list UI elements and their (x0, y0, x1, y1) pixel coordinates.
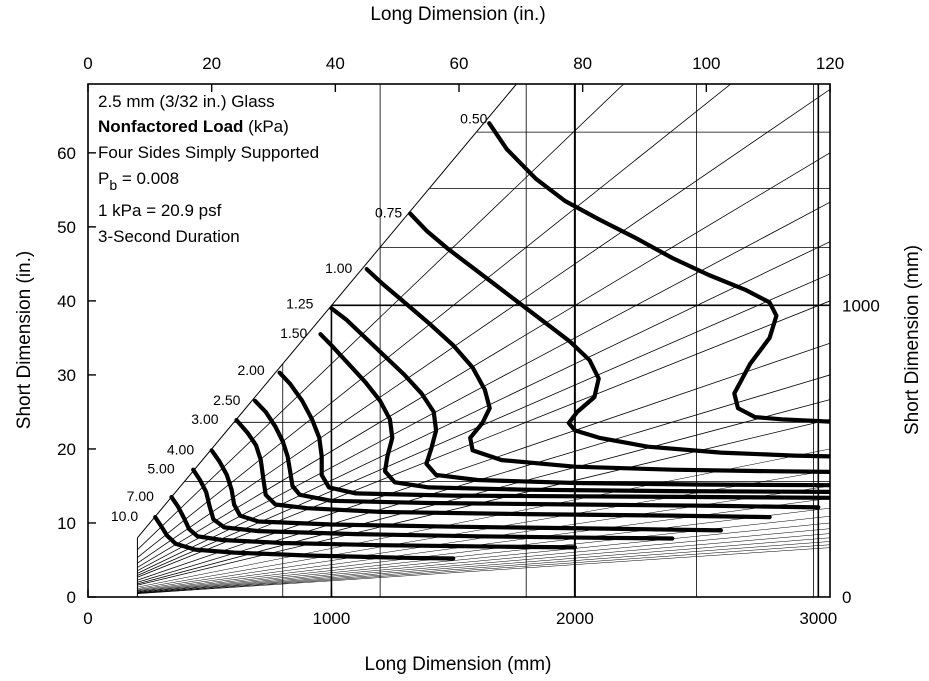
curve-label: 4.00 (167, 441, 194, 457)
annotation-pb-value: = 0.008 (117, 169, 179, 188)
curve-label: 10.0 (111, 508, 138, 524)
left-tick-label: 30 (57, 366, 76, 385)
annotation-load-unit: (kPa) (243, 117, 288, 136)
annotation-support: Four Sides Simply Supported (98, 143, 319, 162)
load-curve-10-0 (153, 515, 456, 561)
bottom-tick-label: 3000 (799, 609, 837, 628)
annotation-pb-sub: b (109, 177, 117, 193)
aspect-ray (137, 89, 830, 564)
axis-ticks: 0 1000 2000 3000 0 20 40 60 80 100 120 0 10 20 30 40 50 6… (57, 54, 880, 628)
load-curve-1-00 (364, 267, 830, 474)
load-curve-0-50 (487, 121, 830, 424)
right-tick-label: 1000 (842, 297, 880, 316)
aspect-ray-fine (137, 533, 830, 594)
aspect-ray-fine (137, 498, 830, 591)
load-curve-4-00 (209, 448, 723, 533)
aspect-ray-fine (137, 537, 830, 594)
top-tick-label: 60 (450, 54, 469, 73)
aspect-ray-fine (137, 507, 830, 592)
load-curve-2-00 (277, 370, 830, 500)
aspect-ray (137, 273, 830, 576)
bottom-tick-label: 2000 (556, 609, 594, 628)
right-tick-label: 0 (842, 588, 851, 607)
annotation-load: Nonfactored Load (kPa) (98, 117, 289, 136)
aspect-ray-fine (137, 528, 830, 593)
aspect-ray-fine (137, 541, 830, 594)
aspect-ray-fine (137, 522, 830, 593)
left-tick-label: 60 (57, 144, 76, 163)
left-tick-label: 40 (57, 292, 76, 311)
left-axis-title: Short Dimension (in.) (14, 251, 35, 429)
load-curve-7-00 (169, 495, 577, 550)
curve-label: 1.00 (325, 260, 352, 276)
load-curve-2-50 (252, 398, 821, 510)
ray-square (137, 84, 518, 539)
curve-label: 2.00 (237, 362, 264, 378)
curve-label: 3.00 (191, 411, 218, 427)
left-tick-label: 50 (57, 218, 76, 237)
curve-label: 5.00 (147, 461, 174, 477)
left-tick-label: 20 (57, 440, 76, 459)
annotation-conversion: 1 kPa = 20.9 psf (98, 201, 222, 220)
left-tick-label: 10 (57, 514, 76, 533)
curve-label: 1.50 (280, 325, 307, 341)
left-tick-label: 0 (67, 588, 76, 607)
aspect-ray (137, 152, 830, 568)
annotation-pb-p: P (98, 169, 109, 188)
curve-label: 0.75 (375, 205, 402, 221)
top-tick-label: 20 (202, 54, 221, 73)
top-tick-label: 100 (692, 54, 720, 73)
top-tick-label: 0 (83, 54, 92, 73)
aspect-ray (137, 241, 830, 574)
annotation-pb: Pb = 0.008 (98, 169, 179, 193)
aspect-ray (137, 84, 732, 558)
load-curve-3-00 (234, 418, 772, 520)
annotation-duration: 3-Second Duration (98, 227, 240, 246)
curve-label: 7.00 (127, 488, 154, 504)
top-axis-title: Long Dimension (in.) (370, 4, 545, 25)
top-tick-label: 80 (573, 54, 592, 73)
curve-label: 0.50 (460, 111, 487, 127)
top-tick-label: 40 (326, 54, 345, 73)
load-curve-5-00 (191, 467, 675, 541)
right-axis-title: Short Dimension (mm) (902, 245, 923, 435)
load-curve-1-50 (318, 332, 830, 494)
curve-label: 1.25 (286, 296, 313, 312)
load-curves (153, 121, 830, 561)
bottom-axis-title: Long Dimension (mm) (365, 654, 552, 675)
bottom-tick-label: 0 (83, 609, 92, 628)
annotation-load-bold: Nonfactored Load (98, 117, 243, 136)
curve-label: 2.50 (213, 392, 240, 408)
bottom-tick-label: 1000 (313, 609, 351, 628)
top-tick-label: 120 (816, 54, 844, 73)
load-curve-0-75 (408, 211, 830, 459)
grid-lines (184, 84, 830, 597)
aspect-ratio-rays (136, 84, 830, 597)
annotation-block: 2.5 mm (3/32 in.) Glass Nonfactored Load… (98, 92, 319, 246)
curve-labels: 0.50 0.75 1.00 1.25 1.50 2.00 2.50 3.00 4.00 5.00… (111, 111, 488, 525)
aspect-ray-fine (137, 544, 830, 594)
annotation-glass: 2.5 mm (3/32 in.) Glass (98, 92, 275, 111)
load-curve-1-25 (329, 306, 830, 488)
aspect-ray-fine (137, 547, 830, 594)
